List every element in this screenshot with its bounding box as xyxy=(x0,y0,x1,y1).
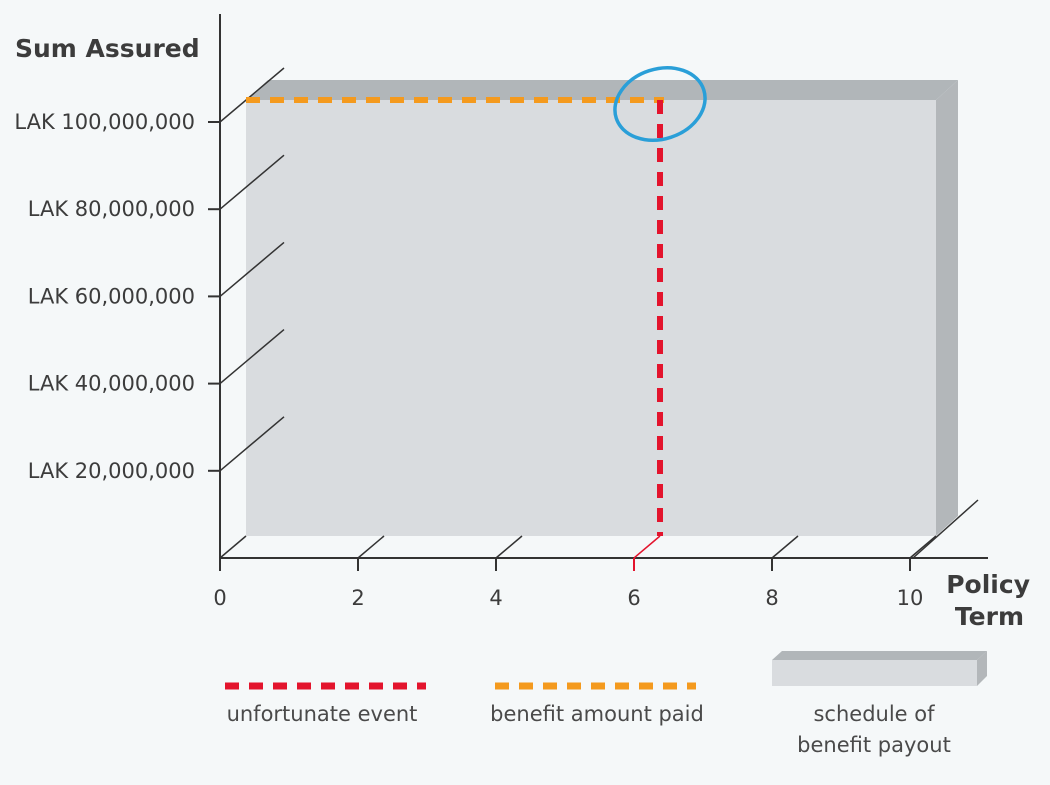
y-tick-depth-line xyxy=(219,329,285,385)
y-tick-depth-line xyxy=(219,154,285,210)
x-ticks: 0 2 4 6 8 10 xyxy=(213,499,979,610)
y-ticks: LAK 20,000,000 LAK 40,000,000 LAK 60,000,0… xyxy=(14,67,285,483)
x-tick-label: 2 xyxy=(351,586,364,610)
legend-slab-side xyxy=(977,651,987,686)
x-tick-label: 0 xyxy=(213,586,226,610)
y-axis-title: Sum Assured xyxy=(15,34,200,63)
x-tick-depth-line xyxy=(357,535,385,559)
x-tick-depth-line xyxy=(771,535,799,559)
legend-benefit-amount-paid-label: benefit amount paid xyxy=(490,702,704,726)
benefit-slab-top xyxy=(246,80,958,100)
x-tick-depth-line xyxy=(219,535,247,559)
x-tick-label: 6 xyxy=(627,586,640,610)
benefit-slab-side xyxy=(936,80,958,536)
x-tick-depth-line xyxy=(909,535,937,559)
legend-slab-top xyxy=(772,651,987,660)
legend-unfortunate-event-label: unfortunate event xyxy=(227,702,418,726)
highlight-circle xyxy=(613,66,707,142)
y-tick-depth-line xyxy=(219,416,285,472)
x-tick-depth-line xyxy=(633,535,661,559)
y-tick-depth-line xyxy=(219,67,285,123)
y-tick-label: LAK 20,000,000 xyxy=(28,459,195,483)
x-axis-depth-line xyxy=(912,499,979,559)
y-tick-label: LAK 100,000,000 xyxy=(14,110,195,134)
y-tick-label: LAK 80,000,000 xyxy=(28,197,195,221)
y-tick-label: LAK 40,000,000 xyxy=(28,372,195,396)
x-axis-title-line1: Policy xyxy=(946,570,1030,599)
x-tick-label: 8 xyxy=(765,586,778,610)
legend: unfortunate event benefit amount paid sc… xyxy=(225,651,987,757)
x-tick-depth-line xyxy=(495,535,523,559)
benefit-slab-front xyxy=(246,100,936,536)
y-tick-depth-line xyxy=(219,241,285,297)
legend-schedule-label-line1: schedule of xyxy=(813,702,935,726)
x-tick-label: 4 xyxy=(489,586,502,610)
y-tick-label: LAK 60,000,000 xyxy=(28,284,195,308)
legend-schedule-swatch xyxy=(772,651,987,686)
benefit-slab xyxy=(246,80,958,536)
x-axis-title-line2: Term xyxy=(955,602,1024,631)
x-tick-label: 10 xyxy=(897,586,924,610)
legend-slab-front xyxy=(772,660,977,686)
legend-schedule-label-line2: benefit payout xyxy=(797,733,951,757)
